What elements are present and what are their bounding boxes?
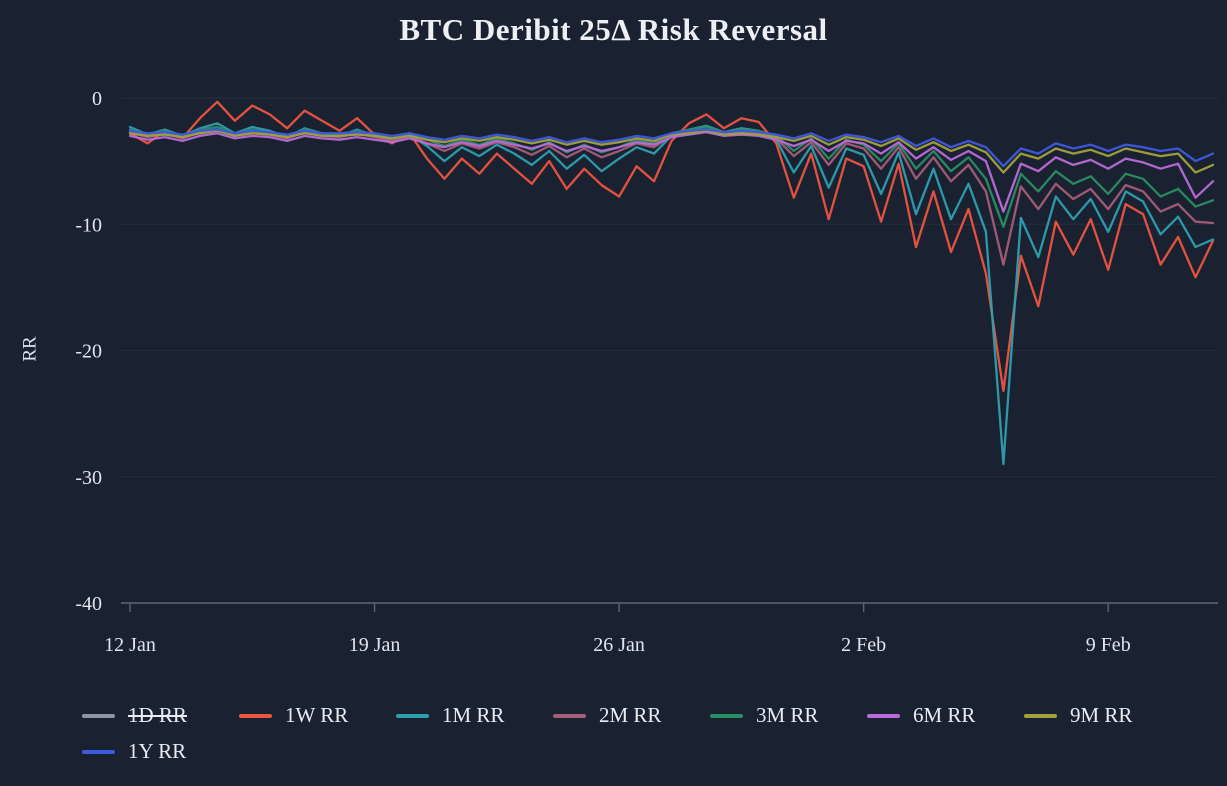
legend-item-1y-rr[interactable]: 1Y RR <box>82 738 239 765</box>
legend-item-1w-rr[interactable]: 1W RR <box>239 702 396 729</box>
chart-title: BTC Deribit 25Δ Risk Reversal <box>399 12 828 47</box>
series-line-1y-rr <box>128 128 1215 168</box>
legend-swatch-icon <box>396 713 429 718</box>
y-tick-label: -10 <box>75 214 102 236</box>
series-line-9m-rr <box>128 129 1215 174</box>
legend-swatch-icon <box>82 749 115 754</box>
legend-item-1m-rr[interactable]: 1M RR <box>396 702 553 729</box>
series-line-1w-rr <box>128 100 1215 393</box>
x-tick-label: 19 Jan <box>349 634 401 656</box>
legend-label: 1Y RR <box>128 739 187 763</box>
y-tick-label: -20 <box>75 341 102 363</box>
legend-swatch-icon <box>553 713 586 718</box>
legend: 1D RR 1W RR 1M RR 2M RR 3M RR 6M RR 9M RR 1Y RR <box>82 702 1202 765</box>
legend-item-3m-rr[interactable]: 3M RR <box>710 702 867 729</box>
legend-item-2m-rr[interactable]: 2M RR <box>553 702 710 729</box>
x-tick-label: 26 Jan <box>593 634 645 656</box>
legend-label: 3M RR <box>756 703 819 727</box>
legend-label: 1W RR <box>285 703 349 727</box>
legend-label: 9M RR <box>1070 703 1133 727</box>
y-tick-label: -40 <box>75 593 102 615</box>
legend-swatch-icon <box>239 713 272 718</box>
legend-label: 1M RR <box>442 703 505 727</box>
x-tick-label: 2 Feb <box>841 634 886 656</box>
legend-swatch-icon <box>867 713 900 718</box>
legend-swatch-icon <box>710 713 743 718</box>
legend-item-6m-rr[interactable]: 6M RR <box>867 702 1024 729</box>
x-tick-label: 9 Feb <box>1086 634 1131 656</box>
y-tick-label: -30 <box>75 467 102 489</box>
x-tick-label: 12 Jan <box>104 634 156 656</box>
series-line-1m-rr <box>128 122 1215 466</box>
legend-swatch-icon <box>82 713 115 718</box>
legend-label: 6M RR <box>913 703 976 727</box>
legend-label: 1D RR <box>128 703 187 727</box>
legend-label: 2M RR <box>599 703 662 727</box>
legend-item-9m-rr[interactable]: 9M RR <box>1024 702 1181 729</box>
series-line-6m-rr <box>128 130 1215 213</box>
legend-swatch-icon <box>1024 713 1057 718</box>
y-tick-label: 0 <box>92 88 102 110</box>
legend-item-1d-rr[interactable]: 1D RR <box>82 702 239 729</box>
